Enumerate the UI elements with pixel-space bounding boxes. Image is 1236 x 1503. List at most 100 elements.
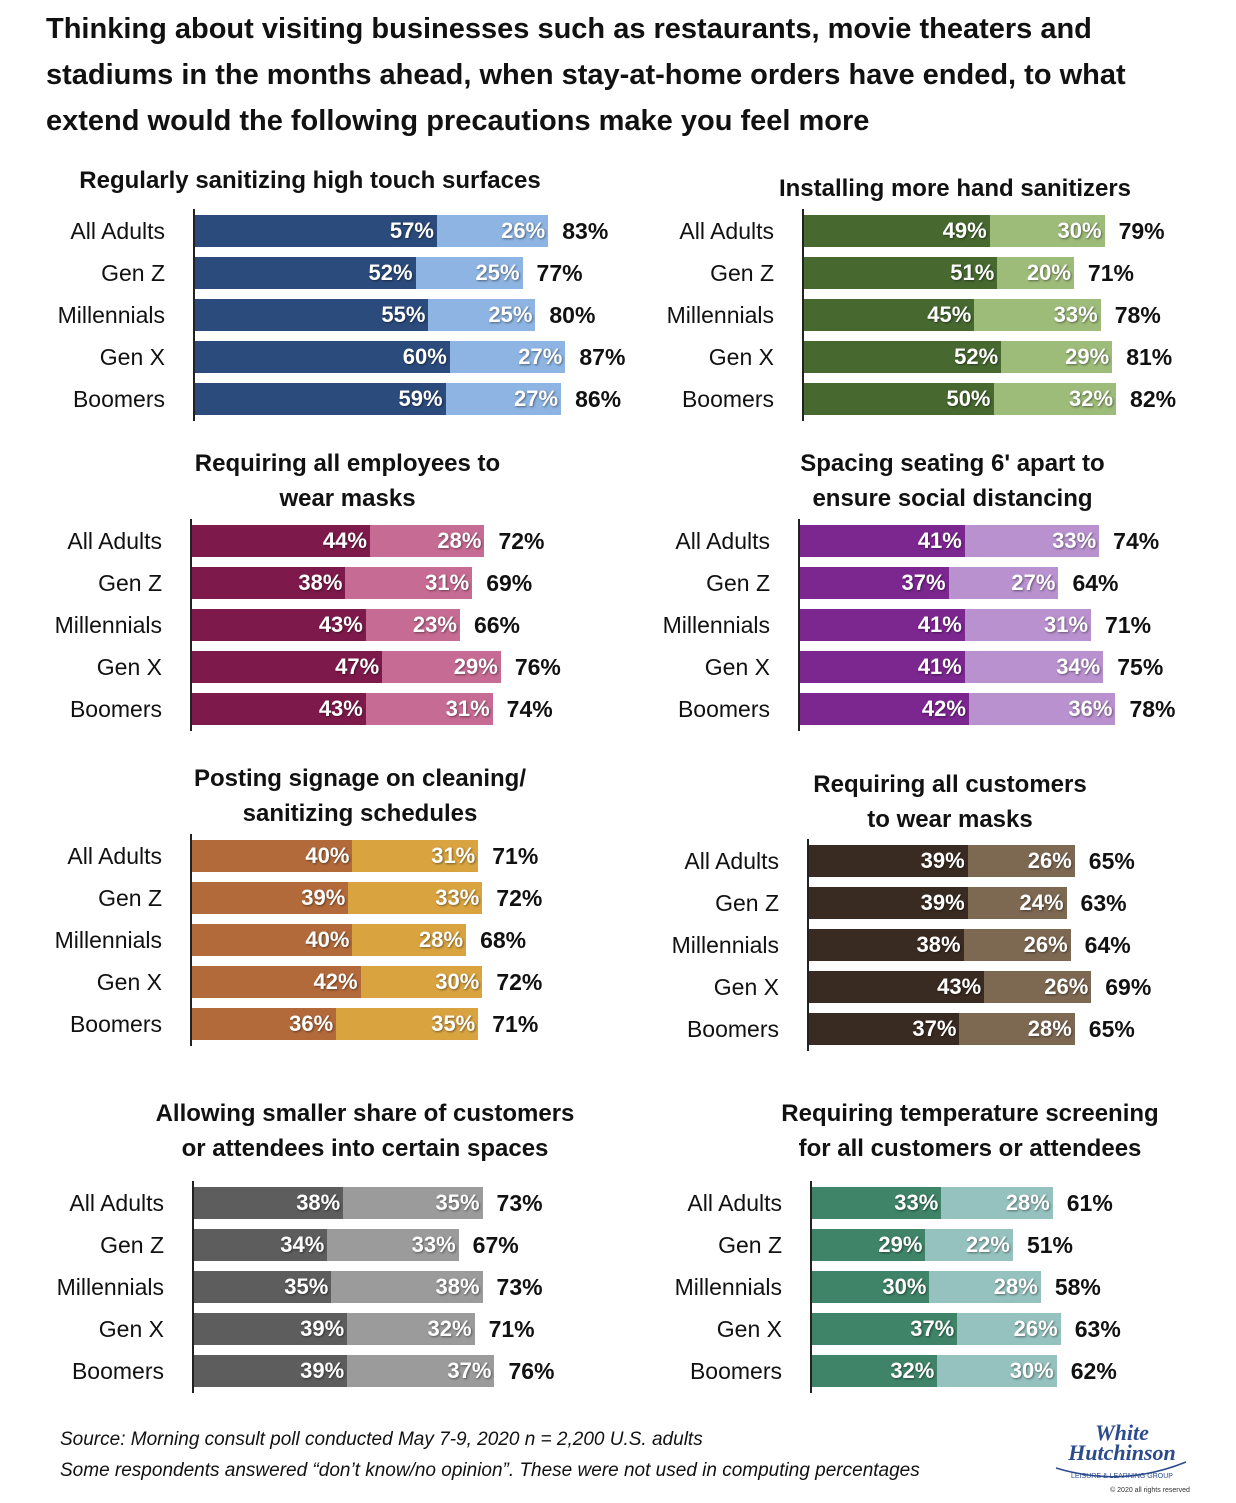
data-label: 47%: [335, 654, 380, 679]
category-label: Millennials: [662, 612, 770, 638]
bar-segment-secondary: 31%: [345, 567, 473, 599]
bar-segment-secondary: 32%: [347, 1313, 475, 1345]
bar-segment-primary: 47%: [190, 651, 383, 683]
data-label: 39%: [920, 890, 965, 915]
total-label: 71%: [492, 843, 539, 869]
bar-segment-secondary: 32%: [993, 383, 1117, 415]
bar-segment-secondary: 30%: [937, 1355, 1057, 1387]
data-label: 20%: [1026, 260, 1071, 285]
data-label: 33%: [1052, 528, 1097, 553]
total-label: 63%: [1080, 890, 1127, 916]
data-label: 28%: [1005, 1190, 1050, 1215]
total-label: 86%: [575, 386, 622, 412]
data-label: 41%: [917, 612, 962, 637]
bar-segment-secondary: 22%: [925, 1229, 1013, 1261]
data-label: 28%: [993, 1274, 1038, 1299]
data-label: 35%: [435, 1190, 480, 1215]
bar-segment-secondary: 33%: [327, 1229, 459, 1261]
bar-segment-secondary: 24%: [967, 887, 1067, 919]
data-label: 33%: [1053, 302, 1098, 327]
data-label: 42%: [313, 969, 358, 994]
bar-segment-secondary: 33%: [348, 882, 483, 914]
data-label: 51%: [950, 260, 995, 285]
bar-segment-secondary: 36%: [968, 693, 1116, 725]
bar-segment-primary: 38%: [807, 929, 964, 961]
bar-segment-secondary: 27%: [449, 341, 566, 373]
data-label: 27%: [518, 344, 563, 369]
bar-segment-primary: 38%: [192, 1187, 344, 1219]
data-label: 36%: [1068, 696, 1113, 721]
bar-segment-primary: 52%: [802, 341, 1002, 373]
data-label: 27%: [514, 386, 559, 411]
category-label: All Adults: [67, 528, 162, 554]
bar-segment-primary: 35%: [192, 1271, 332, 1303]
panel-title-line: for all customers or attendees: [798, 1135, 1142, 1162]
total-label: 83%: [562, 218, 609, 244]
bar-segment-primary: 44%: [190, 525, 370, 557]
panel-title: Allowing smaller share of customers or at…: [60, 1096, 670, 1166]
bar-segment-primary: 36%: [190, 1008, 337, 1040]
total-label: 77%: [536, 260, 583, 286]
panel-title-line: Requiring all employees to: [194, 450, 501, 477]
bar-segment-secondary: 28%: [929, 1271, 1041, 1303]
total-label: 51%: [1026, 1232, 1074, 1258]
bar-segment-secondary: 26%: [436, 215, 549, 247]
category-label: All Adults: [675, 528, 770, 554]
category-label: Millennials: [56, 1274, 164, 1300]
bar-segment-secondary: 30%: [989, 215, 1105, 247]
bar-segment-secondary: 23%: [365, 609, 460, 641]
panel-title: Posting signage on cleaning/sanitizing s…: [60, 761, 660, 831]
y-axis-line: [802, 209, 804, 421]
bar-segment-primary: 37%: [810, 1313, 958, 1345]
panel-title-line: sanitizing schedules: [242, 800, 478, 827]
bar-segment-secondary: 35%: [343, 1187, 483, 1219]
bar-segment-primary: 32%: [810, 1355, 938, 1387]
bar-segment-secondary: 26%: [967, 845, 1075, 877]
data-label: 40%: [305, 927, 350, 952]
data-label: 29%: [1065, 344, 1110, 369]
data-label: 59%: [398, 386, 443, 411]
bar-segment-secondary: 31%: [365, 693, 493, 725]
bar-segment-secondary: 29%: [382, 651, 501, 683]
category-label: Gen Z: [710, 260, 774, 286]
bar-segment-primary: 41%: [798, 651, 965, 683]
total-label: 78%: [1114, 302, 1161, 328]
data-label: 27%: [1011, 570, 1056, 595]
category-label: All Adults: [70, 218, 165, 244]
data-label: 29%: [878, 1232, 923, 1257]
bar-segment-secondary: 33%: [964, 525, 1100, 557]
bar-segment-primary: 43%: [807, 971, 985, 1003]
bar-segment-primary: 39%: [192, 1355, 348, 1387]
category-label: Millennials: [674, 1274, 782, 1300]
data-label: 26%: [1013, 1316, 1058, 1341]
category-label: Millennials: [54, 927, 162, 953]
bar-segment-secondary: 27%: [445, 383, 562, 415]
bar-segment-primary: 40%: [190, 924, 353, 956]
data-label: 49%: [942, 218, 987, 243]
data-label: 25%: [488, 302, 533, 327]
bar-segment-secondary: 28%: [369, 525, 485, 557]
logo-rights: © 2020 all rights reserved: [1110, 1486, 1190, 1494]
logo-line1: White: [1095, 1420, 1149, 1445]
bar-segment-primary: 43%: [190, 693, 366, 725]
category-label: Gen Z: [101, 260, 165, 286]
data-label: 50%: [946, 386, 991, 411]
bar-segment-secondary: 27%: [948, 567, 1059, 599]
bar-segment-secondary: 28%: [941, 1187, 1053, 1219]
total-label: 61%: [1066, 1190, 1113, 1216]
panel-title: Regularly sanitizing high touch surfaces: [40, 163, 580, 198]
category-label: Boomers: [72, 386, 165, 412]
data-label: 43%: [937, 974, 982, 999]
data-label: 31%: [431, 843, 476, 868]
bar-segment-primary: 40%: [190, 840, 353, 872]
panel-title-line: Requiring all customers: [813, 771, 1087, 798]
total-label: 72%: [498, 528, 545, 554]
data-label: 30%: [1057, 218, 1102, 243]
data-label: 32%: [890, 1358, 935, 1383]
source-note: Source: Morning consult poll conducted M…: [60, 1429, 703, 1450]
data-label: 26%: [1023, 932, 1068, 957]
bar-segment-secondary: 37%: [347, 1355, 495, 1387]
category-label: Gen Z: [706, 570, 770, 596]
bar-segment-primary: 52%: [193, 257, 416, 289]
category-label: Gen X: [99, 344, 165, 370]
